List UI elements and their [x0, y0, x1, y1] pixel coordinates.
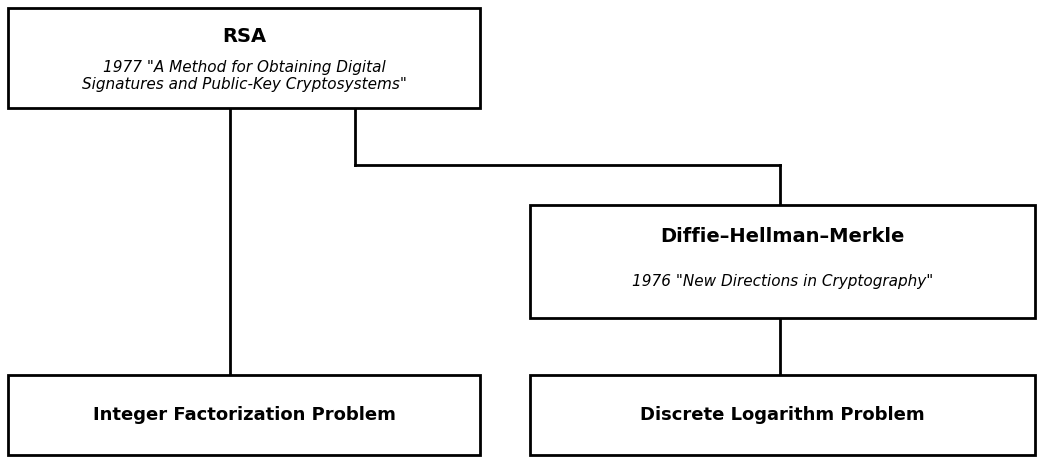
Text: Discrete Logarithm Problem: Discrete Logarithm Problem — [640, 406, 925, 424]
Text: RSA: RSA — [222, 26, 266, 45]
Text: 1976 "New Directions in Cryptography": 1976 "New Directions in Cryptography" — [631, 274, 934, 289]
FancyBboxPatch shape — [8, 375, 480, 455]
Text: 1977 "A Method for Obtaining Digital
Signatures and Public-Key Cryptosystems": 1977 "A Method for Obtaining Digital Sig… — [81, 60, 406, 92]
Text: Diffie–Hellman–Merkle: Diffie–Hellman–Merkle — [661, 227, 904, 246]
FancyBboxPatch shape — [530, 205, 1035, 318]
FancyBboxPatch shape — [530, 375, 1035, 455]
FancyBboxPatch shape — [8, 8, 480, 108]
Text: Integer Factorization Problem: Integer Factorization Problem — [93, 406, 395, 424]
